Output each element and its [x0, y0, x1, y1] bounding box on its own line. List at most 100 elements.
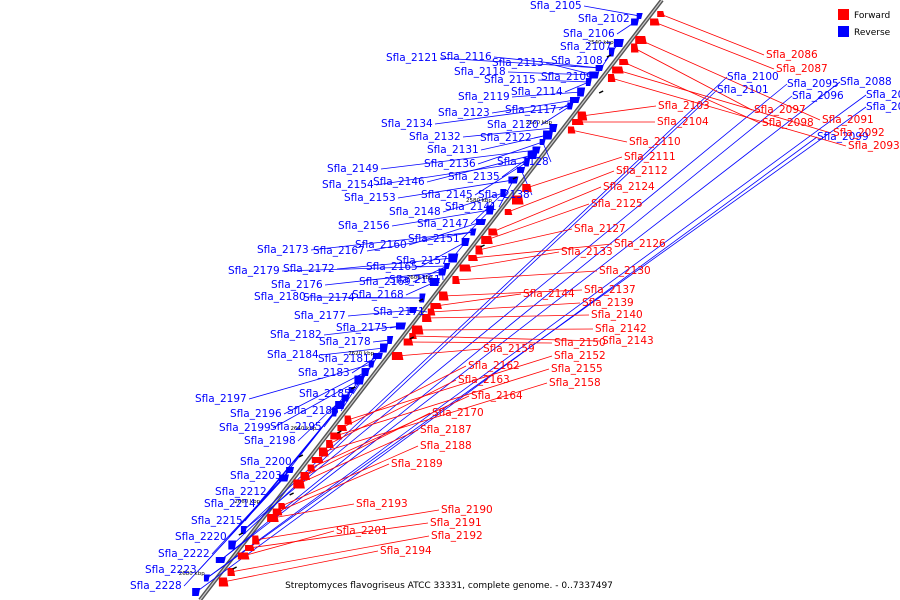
- forward-gene-label: Sfla_2125: [591, 198, 643, 210]
- forward-leader-line: [322, 382, 548, 453]
- reverse-feature: [524, 157, 531, 167]
- forward-gene-label: Sfla_2143: [602, 335, 654, 347]
- forward-feature: [411, 325, 424, 335]
- reverse-feature: [341, 394, 350, 402]
- forward-leader-line: [472, 243, 613, 259]
- reverse-feature: [448, 253, 459, 263]
- reverse-leader-line: [366, 231, 474, 252]
- axis-tick-label: 2680 kbp: [179, 571, 205, 577]
- reverse-gene-label: Sfla_2118: [454, 66, 506, 78]
- reverse-leader-line: [323, 325, 402, 336]
- forward-leader-line: [412, 335, 601, 342]
- forward-gene-label: Sfla_2093: [848, 140, 900, 152]
- reverse-leader-line: [540, 105, 571, 126]
- reverse-gene-label: Sfla_2122: [480, 132, 532, 144]
- forward-gene-label: Sfla_2130: [599, 265, 651, 277]
- reverse-gene-label: Sfla_2212: [215, 486, 267, 498]
- misc-feature-mark: [409, 336, 415, 340]
- reverse-feature: [278, 474, 289, 482]
- forward-gene-label: Sfla_2087: [776, 63, 828, 75]
- reverse-gene-label: Sfla_2131: [427, 144, 479, 156]
- reverse-feature: [543, 130, 554, 140]
- forward-gene-label: Sfla_2190: [441, 504, 493, 516]
- reverse-feature: [240, 526, 247, 534]
- reverse-gene-label: Sfla_2173: [257, 244, 309, 256]
- reverse-feature: [595, 65, 604, 71]
- forward-gene-label: Sfla_2201: [336, 525, 388, 537]
- forward-gene-label: Sfla_2194: [380, 545, 432, 557]
- forward-gene-label: Sfla_2111: [624, 151, 676, 163]
- reverse-gene-label: Sfla_2185: [299, 388, 351, 400]
- reverse-feature: [419, 293, 426, 303]
- reverse-leader-line: [397, 179, 514, 199]
- reverse-gene-label: Sfla_2134: [381, 118, 433, 130]
- reverse-gene-label: Sfla_2223: [145, 564, 197, 576]
- reverse-gene-label: Sfla_2135: [448, 171, 500, 183]
- reverse-gene-label: Sfla_2178: [319, 336, 371, 348]
- reverse-feature: [203, 574, 210, 582]
- forward-leader-line: [272, 503, 355, 519]
- misc-feature-mark: [512, 176, 518, 180]
- reverse-gene-label: Sfla_2099: [817, 131, 869, 143]
- axis-tick-label: 2660 kbp: [234, 499, 260, 505]
- reverse-feature: [608, 47, 615, 57]
- misc-feature-mark: [606, 54, 612, 58]
- forward-feature: [607, 74, 616, 82]
- reverse-gene-label: Sfla_2138: [478, 189, 530, 201]
- forward-leader-line: [347, 355, 553, 421]
- forward-feature: [237, 552, 250, 560]
- reverse-gene-label: Sfla_2184: [267, 349, 319, 361]
- forward-leader-line: [623, 61, 761, 124]
- forward-feature: [459, 264, 472, 272]
- forward-feature: [481, 236, 493, 244]
- forward-leader-line: [640, 39, 821, 121]
- reverse-leader-line: [583, 5, 640, 17]
- forward-feature: [307, 464, 316, 472]
- misc-feature-mark: [480, 244, 485, 248]
- reverse-feature: [570, 97, 580, 103]
- reverse-gene-label: Sfla_2146: [373, 176, 425, 188]
- forward-leader-line: [570, 129, 628, 143]
- forward-gene-label: Sfla_2126: [614, 238, 666, 250]
- reverse-feature: [331, 407, 338, 417]
- forward-feature: [344, 415, 353, 425]
- reverse-gene-label: Sfla_2108: [551, 55, 603, 67]
- reverse-feature: [354, 375, 365, 385]
- reverse-leader-line: [419, 241, 466, 268]
- forward-gene-label: Sfla_2086: [766, 49, 818, 61]
- forward-leader-line: [407, 341, 553, 344]
- misc-feature-mark: [289, 492, 294, 496]
- forward-gene-label: Sfla_2191: [430, 517, 482, 529]
- forward-feature: [430, 303, 442, 309]
- forward-feature: [631, 43, 639, 53]
- forward-gene-label: Sfla_2098: [762, 117, 814, 129]
- forward-gene-label: Sfla_2139: [582, 297, 634, 309]
- reverse-gene-label: Sfla_2123: [438, 107, 490, 119]
- reverse-gene-label: Sfla_2165: [366, 261, 418, 273]
- forward-feature: [612, 66, 624, 74]
- reverse-gene-label: Sfla_2167: [313, 245, 365, 257]
- reverse-gene-label: Sfla_2147: [417, 218, 469, 230]
- reverse-gene-label: Sfla_2088: [840, 76, 892, 88]
- forward-gene-label: Sfla_2137: [584, 284, 636, 296]
- reverse-feature: [335, 401, 346, 409]
- forward-feature: [475, 245, 484, 255]
- reverse-feature: [567, 102, 574, 110]
- reverse-gene-label: Sfla_2174: [303, 292, 355, 304]
- reverse-gene-label: Sfla_2115: [484, 74, 536, 86]
- forward-gene-label: Sfla_2127: [574, 223, 626, 235]
- reverse-leader-line: [426, 154, 533, 183]
- misc-feature-mark: [238, 532, 244, 536]
- forward-leader-line: [426, 314, 590, 319]
- reverse-gene-label: Sfla_2215: [191, 515, 243, 527]
- reverse-gene-label: Sfla_2096: [792, 90, 844, 102]
- forward-leader-line: [430, 302, 581, 313]
- reverse-gene-label: Sfla_2151: [408, 233, 460, 245]
- genome-axis-highlight: [199, 0, 663, 600]
- forward-gene-label: Sfla_2164: [471, 390, 523, 402]
- reverse-leader-line: [220, 81, 841, 561]
- reverse-gene-label: Sfla_2196: [230, 408, 282, 420]
- reverse-gene-label: Sfla_2128: [497, 156, 549, 168]
- reverse-feature: [361, 368, 370, 376]
- forward-feature: [504, 209, 513, 215]
